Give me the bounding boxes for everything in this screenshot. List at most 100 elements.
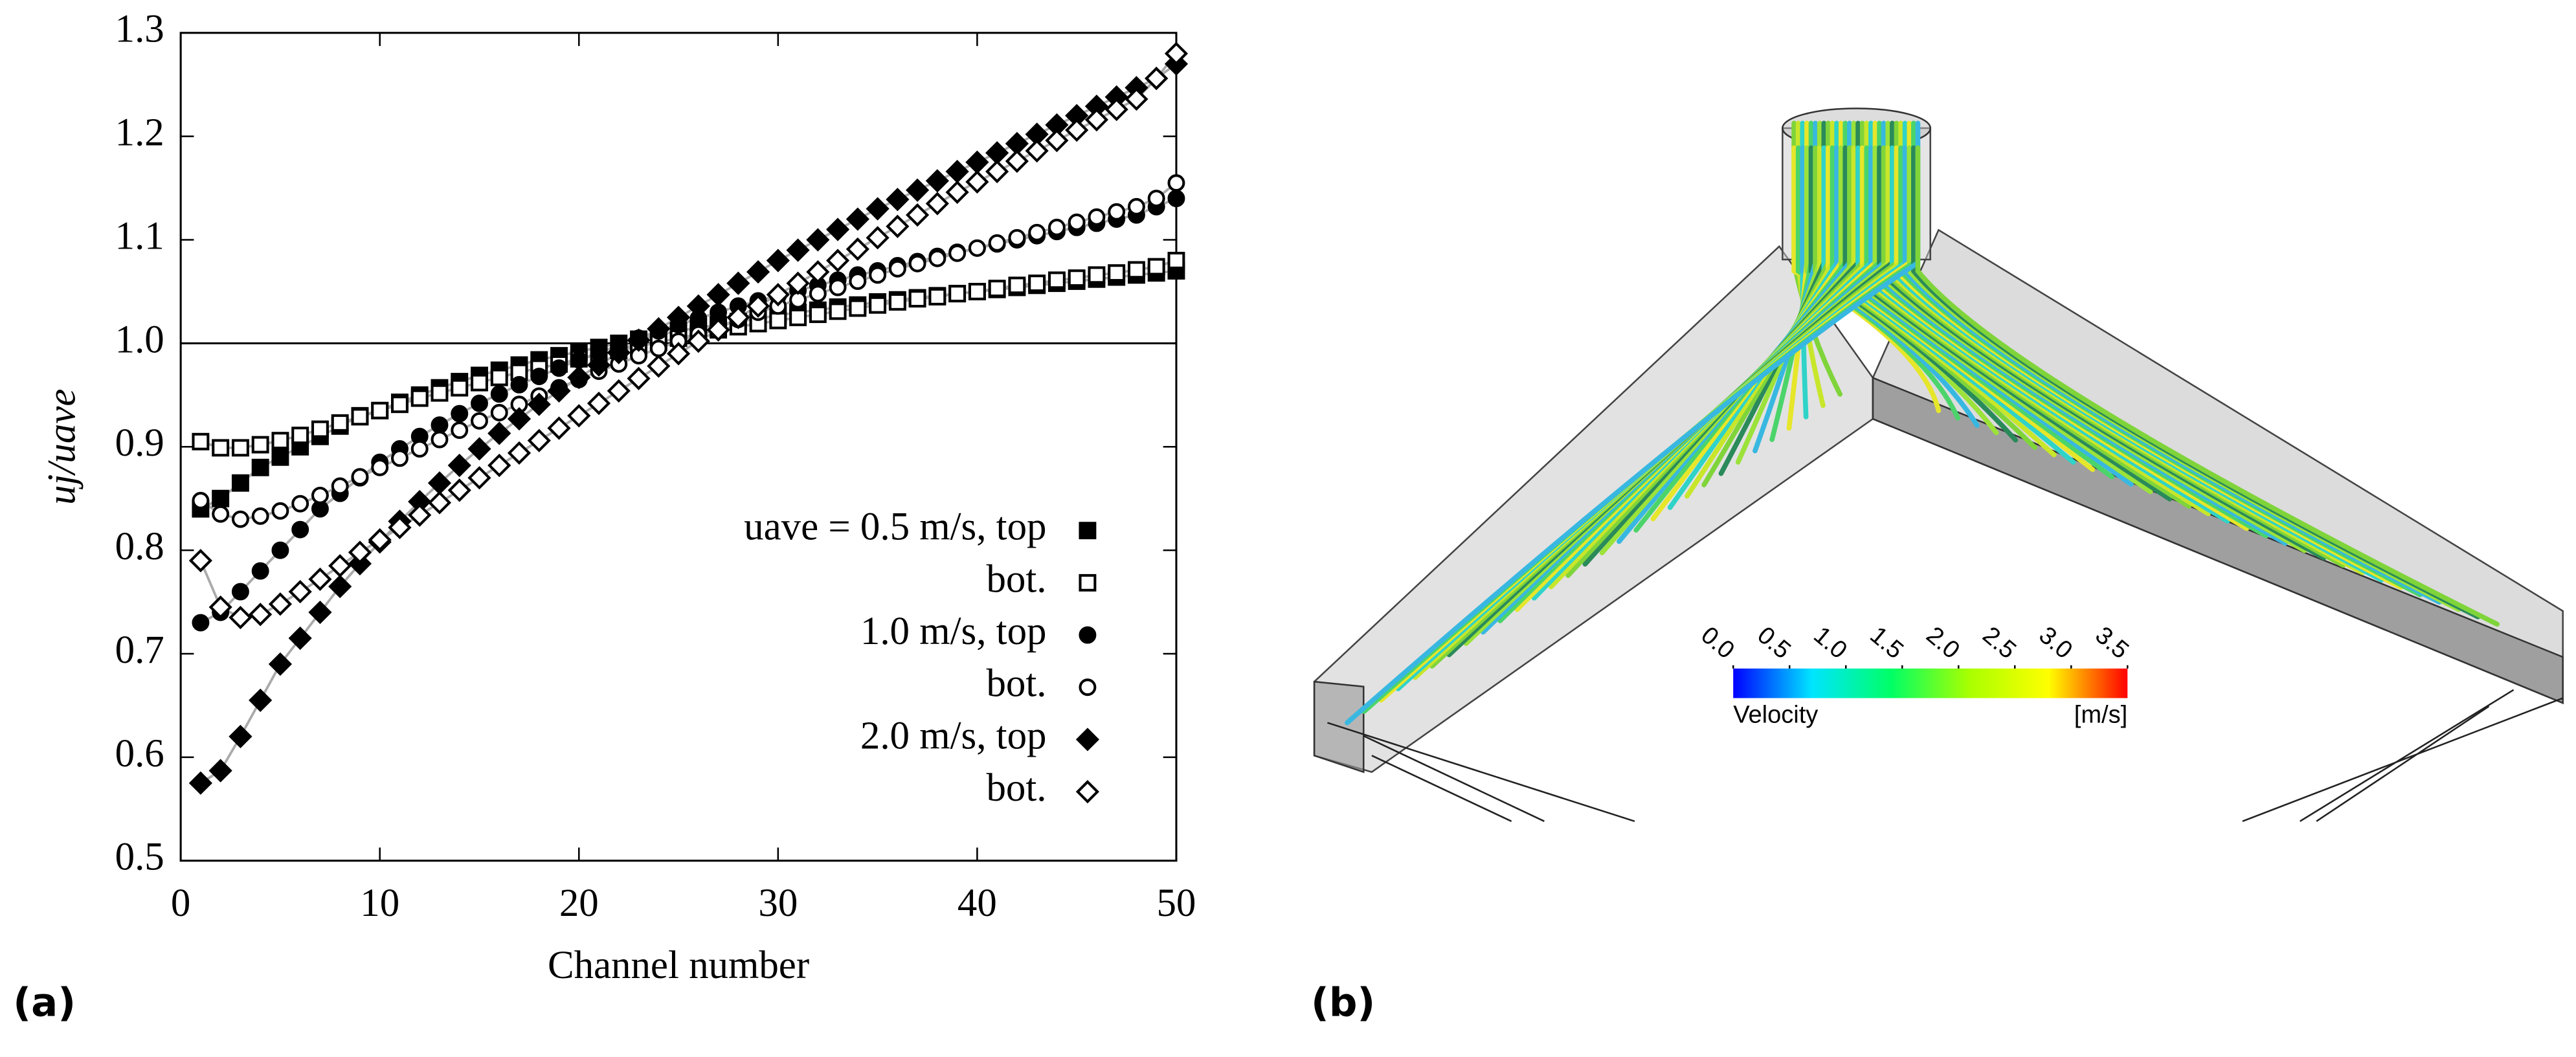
marker bbox=[666, 342, 691, 366]
marker bbox=[1008, 228, 1026, 247]
marker bbox=[451, 405, 469, 423]
marker bbox=[251, 436, 269, 454]
marker bbox=[769, 311, 787, 329]
y-tick-label: 0.6 bbox=[115, 732, 164, 775]
colorbar bbox=[1733, 668, 2128, 698]
marker bbox=[371, 458, 389, 476]
marker bbox=[291, 520, 309, 539]
marker bbox=[271, 432, 289, 450]
marker bbox=[1084, 107, 1109, 132]
marker bbox=[271, 502, 289, 520]
marker bbox=[607, 340, 631, 364]
marker bbox=[726, 306, 750, 329]
marker bbox=[925, 192, 949, 216]
marker bbox=[527, 392, 551, 416]
marker bbox=[1147, 190, 1165, 208]
marker bbox=[208, 759, 232, 783]
x-tick-label: 30 bbox=[758, 882, 798, 925]
marker bbox=[271, 541, 289, 559]
marker bbox=[391, 395, 409, 414]
marker bbox=[607, 379, 631, 403]
marker bbox=[251, 562, 269, 580]
colorbar-tick-label: 2.5 bbox=[1977, 621, 2021, 664]
marker bbox=[945, 159, 969, 184]
marker bbox=[1145, 67, 1169, 91]
marker bbox=[806, 260, 830, 284]
marker bbox=[1028, 274, 1046, 293]
marker bbox=[908, 290, 926, 308]
marker bbox=[490, 385, 508, 403]
marker bbox=[331, 414, 349, 432]
marker bbox=[849, 273, 867, 290]
marker bbox=[487, 453, 511, 478]
marker bbox=[1108, 264, 1126, 282]
marker bbox=[550, 359, 568, 377]
marker bbox=[487, 421, 511, 445]
marker bbox=[388, 515, 412, 540]
right-arm-side bbox=[1872, 376, 2564, 705]
colorbar-tick-label: 2.0 bbox=[1921, 621, 1965, 664]
x-axis-label: Channel number bbox=[548, 944, 809, 987]
y-tick-label: 0.7 bbox=[115, 629, 164, 672]
marker bbox=[945, 180, 969, 205]
marker bbox=[490, 404, 508, 421]
streamline bbox=[1915, 145, 2500, 627]
marker bbox=[985, 159, 1009, 184]
marker bbox=[846, 237, 869, 261]
marker bbox=[1075, 780, 1100, 804]
marker bbox=[1079, 522, 1097, 540]
marker bbox=[746, 294, 770, 318]
marker bbox=[1008, 276, 1026, 295]
marker bbox=[627, 366, 651, 390]
marker bbox=[1088, 208, 1106, 226]
marker bbox=[467, 437, 491, 461]
marker bbox=[869, 296, 887, 314]
marker bbox=[547, 416, 571, 440]
marker bbox=[471, 412, 488, 430]
colorbar-unit: [m/s] bbox=[2074, 701, 2127, 728]
marker bbox=[825, 249, 850, 273]
marker bbox=[1125, 87, 1148, 111]
marker bbox=[886, 214, 910, 238]
marker bbox=[766, 283, 790, 307]
marker bbox=[1045, 128, 1069, 153]
marker bbox=[925, 169, 949, 193]
marker bbox=[530, 368, 548, 385]
marker bbox=[886, 188, 910, 212]
legend-label: 1.0 m/s, top bbox=[860, 610, 1047, 653]
marker bbox=[1005, 149, 1029, 173]
marker bbox=[948, 244, 967, 262]
marker bbox=[447, 478, 471, 502]
marker bbox=[1047, 218, 1066, 236]
marker bbox=[846, 207, 869, 231]
marker bbox=[869, 266, 887, 284]
y-tick-label: 0.5 bbox=[115, 836, 164, 879]
streamline bbox=[1345, 120, 1921, 726]
colorbar-tick-label: 3.5 bbox=[2090, 621, 2134, 664]
marker bbox=[208, 595, 232, 619]
marker bbox=[766, 249, 790, 273]
marker bbox=[1147, 258, 1165, 276]
marker bbox=[567, 404, 591, 428]
marker bbox=[490, 368, 508, 386]
colorbar-tick-label: 0.0 bbox=[1696, 621, 1740, 664]
marker bbox=[1047, 271, 1066, 289]
marker bbox=[1079, 626, 1097, 644]
marker bbox=[192, 491, 210, 509]
marker bbox=[706, 318, 730, 342]
legend-label: bot. bbox=[986, 766, 1046, 810]
marker bbox=[746, 260, 770, 284]
colorbar-tick-label: 1.0 bbox=[1808, 621, 1852, 664]
marker bbox=[908, 254, 926, 273]
marker bbox=[212, 505, 230, 523]
marker bbox=[251, 507, 269, 525]
marker bbox=[451, 379, 469, 397]
marker bbox=[231, 474, 249, 492]
marker bbox=[985, 141, 1009, 165]
marker bbox=[948, 285, 967, 303]
marker bbox=[371, 401, 389, 419]
legend-label: 2.0 m/s, top bbox=[860, 714, 1047, 757]
marker bbox=[231, 583, 249, 601]
colorbar-tick-label: 1.5 bbox=[1865, 621, 1909, 664]
marker bbox=[268, 652, 293, 676]
